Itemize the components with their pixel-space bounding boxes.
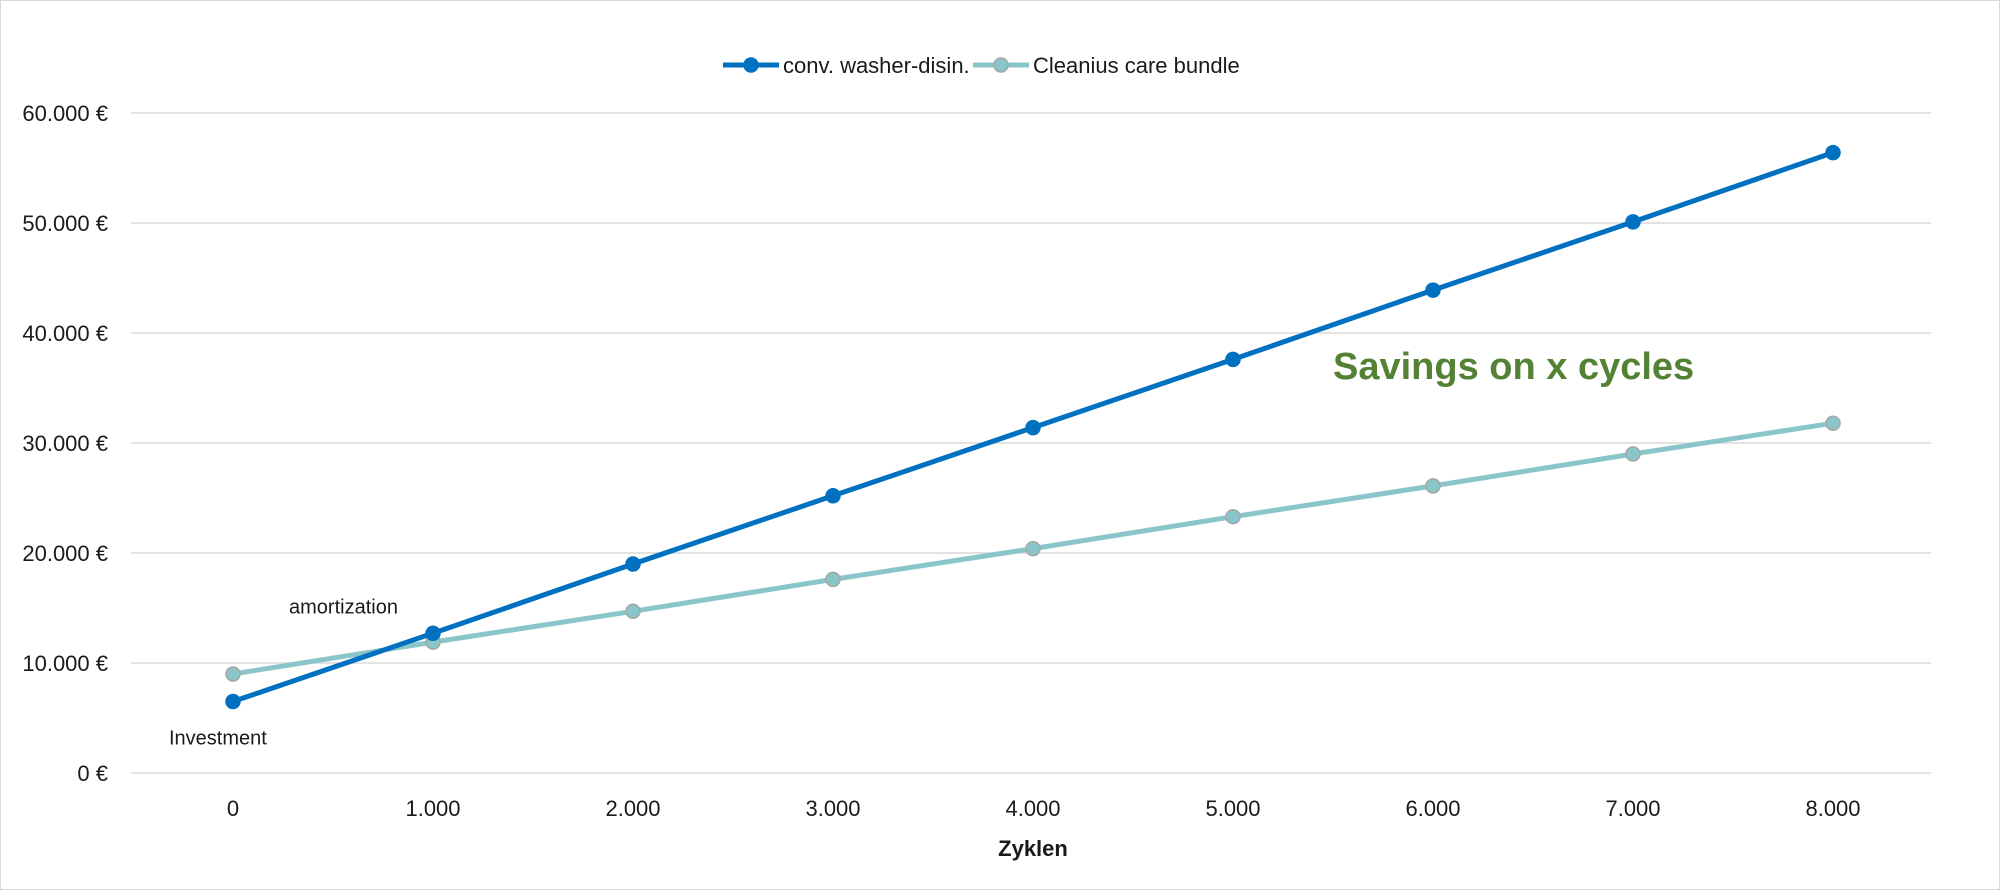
x-tick-label: 2.000 (605, 796, 660, 821)
legend-label: conv. washer-disin. (783, 53, 970, 78)
data-point (625, 603, 641, 620)
y-tick-label: 0 € (77, 761, 108, 786)
x-axis-ticks: 0 1.000 2.000 3.000 4.000 5.000 6.000 7.000 8.00… (227, 796, 1861, 821)
data-point (1625, 446, 1641, 462)
annotations: Savings on x cycles amortization Investmen… (169, 346, 1694, 749)
x-tick-label: 3.000 (805, 796, 860, 821)
data-point (1025, 540, 1041, 557)
x-tick-label: 0 (227, 796, 239, 821)
annotation-label: amortization (289, 597, 398, 619)
legend: conv. washer-disin. Cleanius care bundle (723, 53, 1240, 78)
y-tick-label: 40.000 € (22, 321, 108, 346)
data-point (225, 666, 241, 682)
x-tick-label: 6.000 (1405, 796, 1460, 821)
y-tick-label: 30.000 € (22, 431, 108, 456)
x-tick-label: 8.000 (1805, 796, 1860, 821)
y-axis-ticks: 0 € 10.000 € 20.000 € 30.000 € 40.000 € 50.00… (22, 101, 108, 786)
data-point (625, 556, 641, 572)
x-tick-label: 1.000 (405, 796, 460, 821)
data-point (1225, 508, 1241, 525)
x-tick-label: 7.000 (1605, 796, 1660, 821)
data-point (1425, 478, 1441, 494)
x-tick-label: 4.000 (1005, 796, 1060, 821)
y-tick-label: 50.000 € (22, 211, 108, 236)
data-point (1425, 282, 1441, 298)
data-point (1625, 214, 1641, 230)
data-point (425, 625, 441, 642)
y-tick-label: 20.000 € (22, 541, 108, 566)
data-point (825, 488, 841, 504)
x-tick-label: 5.000 (1205, 796, 1260, 821)
data-point (225, 693, 241, 710)
data-point (1825, 415, 1841, 431)
data-point (825, 571, 841, 588)
data-point (1825, 144, 1841, 161)
annotation-label: Investment (169, 727, 267, 749)
legend-swatch-marker (743, 57, 759, 73)
y-tick-label: 10.000 € (22, 651, 108, 676)
legend-label: Cleanius care bundle (1033, 53, 1240, 78)
x-axis-label: Zyklen (998, 836, 1068, 861)
data-point (1225, 351, 1241, 368)
legend-swatch-marker (993, 57, 1009, 73)
y-tick-label: 60.000 € (22, 101, 108, 126)
savings-annotation: Savings on x cycles (1333, 346, 1694, 388)
series-lines (225, 144, 1841, 710)
data-point (1025, 419, 1041, 436)
